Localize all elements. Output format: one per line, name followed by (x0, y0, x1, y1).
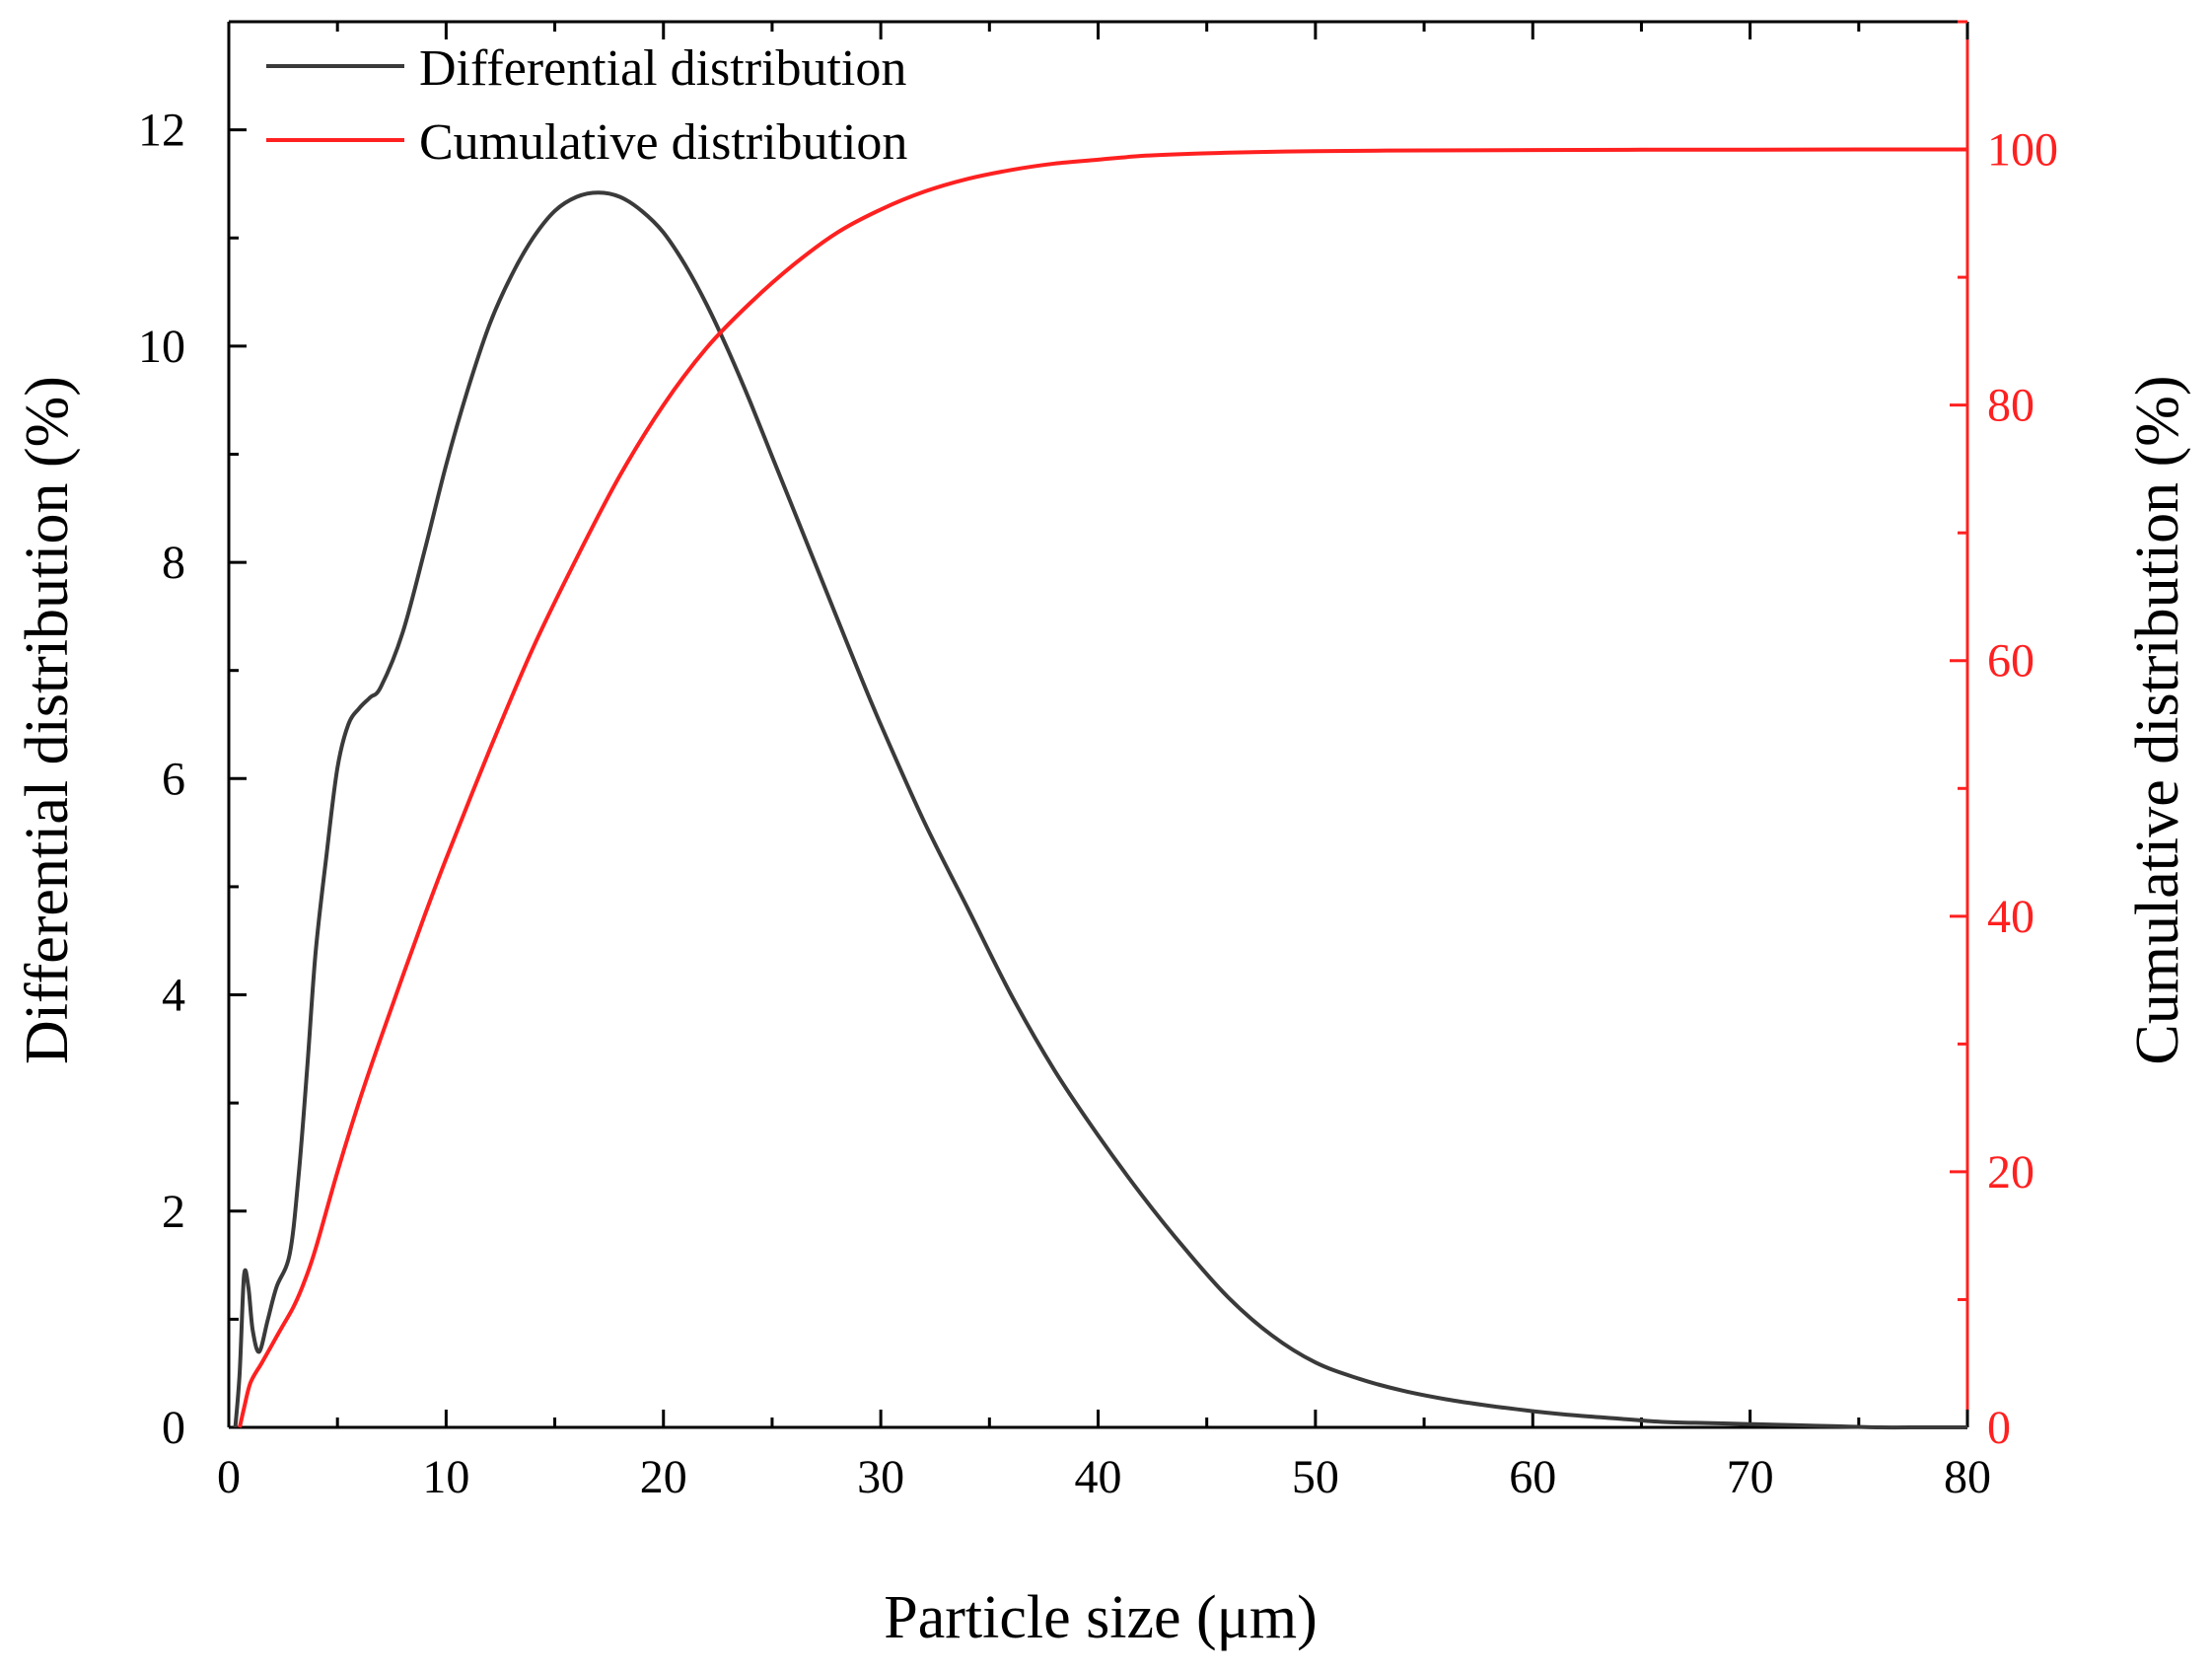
right-y-tick-label: 0 (1987, 1402, 2011, 1454)
right-y-tick-label: 20 (1987, 1146, 2034, 1199)
x-tick-label: 60 (1509, 1451, 1556, 1503)
right-y-tick-label: 100 (1987, 124, 2058, 177)
x-tick-label: 70 (1727, 1451, 1774, 1503)
x-tick-label: 10 (422, 1451, 469, 1503)
x-tick-label: 40 (1075, 1451, 1122, 1503)
legend: Differential distribution Cumulative dis… (266, 40, 907, 171)
left-y-tick-label: 8 (162, 537, 185, 589)
left-y-axis-title: Differential distribution (%) (14, 376, 81, 1064)
x-tick-label: 30 (857, 1451, 904, 1503)
x-tick-label: 50 (1292, 1451, 1339, 1503)
left-y-tick-label: 6 (162, 753, 185, 805)
differential-distribution-line (233, 190, 1967, 1430)
left-y-tick-label: 4 (162, 970, 185, 1022)
cumulative-distribution-line (238, 147, 1967, 1428)
left-y-tick-label: 12 (138, 105, 185, 157)
x-tick-label: 20 (640, 1451, 687, 1503)
left-y-tick-label: 2 (162, 1186, 185, 1238)
right-y-tick-label: 40 (1987, 891, 2034, 943)
left-y-tick-label: 0 (162, 1402, 185, 1454)
right-y-tick-label: 60 (1987, 635, 2034, 688)
legend-label-cumulative: Cumulative distribution (419, 114, 907, 171)
x-tick-label: 80 (1944, 1451, 1991, 1503)
left-y-tick-label: 10 (138, 321, 185, 373)
right-y-axis-title: Cumulative distribution (%) (2124, 375, 2191, 1064)
right-y-tick-label: 80 (1987, 380, 2034, 432)
x-axis-title: Particle size (μm) (884, 1584, 1318, 1651)
series-layer (233, 147, 1967, 1430)
x-tick-label: 0 (217, 1451, 241, 1503)
legend-label-differential: Differential distribution (419, 40, 906, 97)
